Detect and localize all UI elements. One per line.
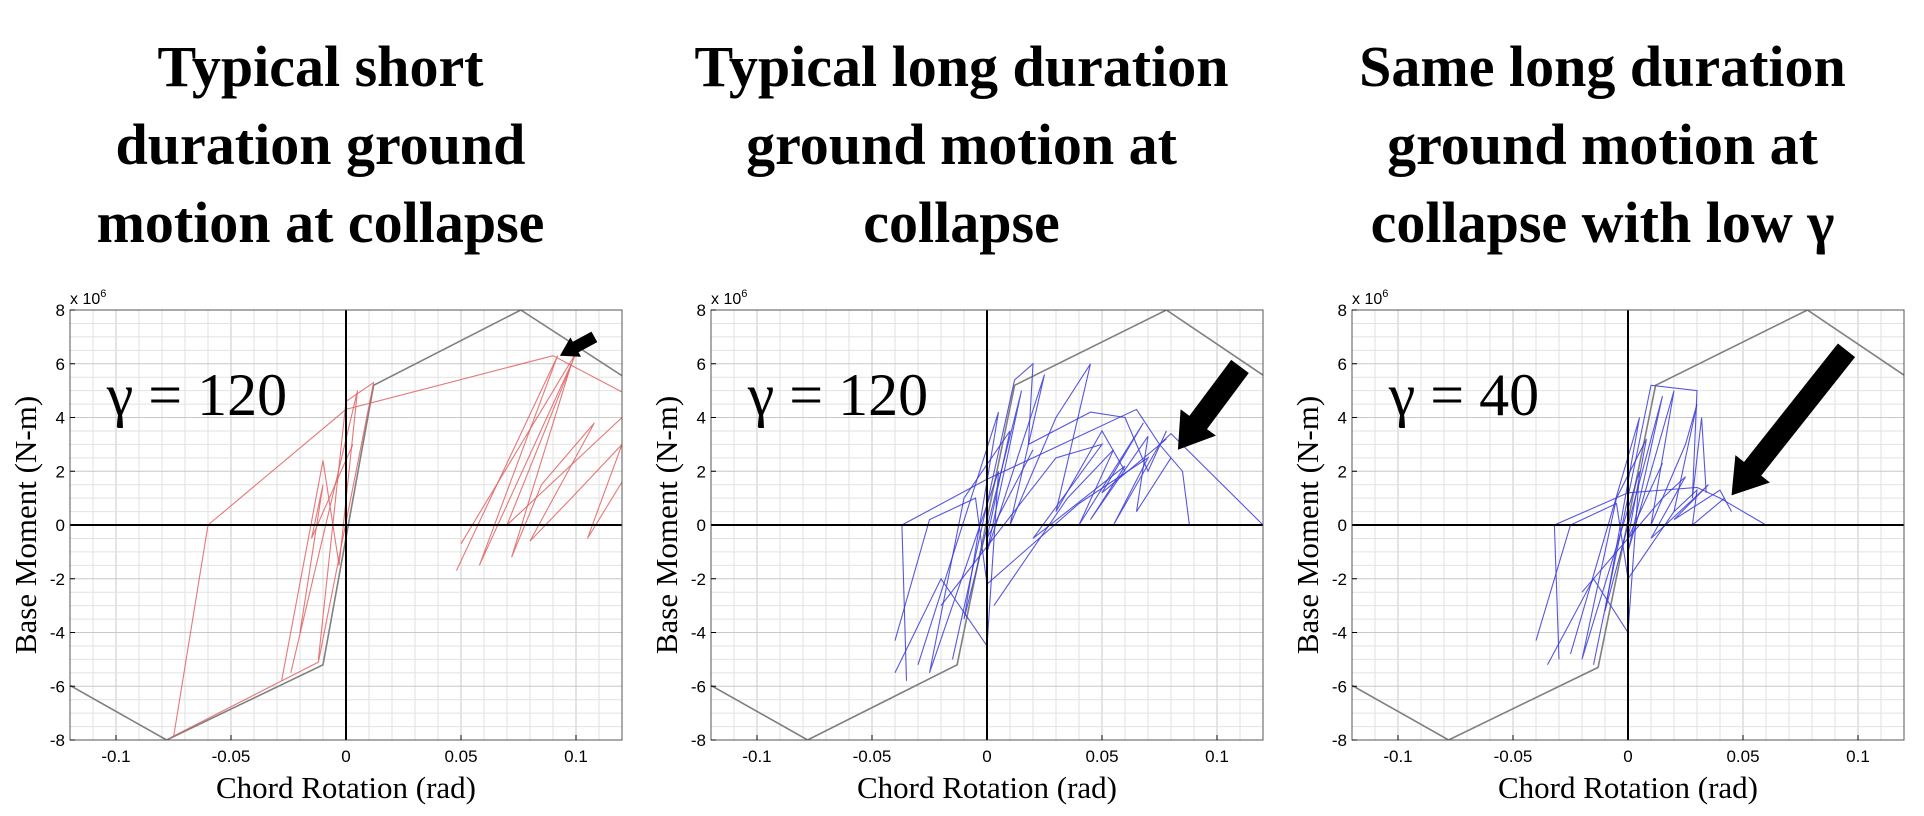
panel-short-duration: Typical short duration ground motion at … [0,0,641,816]
gamma-annotation: γ = 40 [1388,362,1539,428]
y-tick-label: 6 [56,355,65,374]
panel-title: Same long duration ground motion at coll… [1282,28,1923,262]
arrow-annotation [1731,343,1856,496]
title-line: Typical short [157,34,484,99]
title-line: collapse with low γ [1370,190,1835,255]
arrow-annotation [1177,359,1249,450]
hysteresis-loop [460,352,622,545]
hysteresis-loop [1592,384,1707,665]
x-tick-label: -0.1 [101,747,130,766]
x-tick-label: 0 [982,747,991,766]
title-line: motion at collapse [96,190,545,255]
hysteresis-loop [299,444,354,633]
y-exponent-label: x 106 [1352,288,1388,308]
hysteresis-loop [1581,476,1732,593]
title-line: ground motion at [1387,112,1818,177]
tick-labels: -0.1 -0.05 0 0.05 0.1 -8 -6 -4 -2 0 2 4 6 8 [691,301,1229,766]
hysteresis-loop [917,363,1126,665]
y-tick-label: 0 [697,516,706,535]
x-tick-label: 0.1 [564,747,588,766]
y-tick-label: -2 [50,570,65,589]
y-axis-label: Base Moment (N-m) [649,396,684,654]
x-tick-label: -0.05 [853,747,892,766]
y-tick-label: 2 [56,462,65,481]
tick-labels: -0.1 -0.05 0 0.05 0.1 -8 -6 -4 -2 0 2 4 6 8 [50,301,588,766]
y-exponent-label: x 106 [70,288,106,308]
hysteresis-loop [1553,486,1767,660]
x-tick-label: -0.1 [742,747,771,766]
arrow-annotation [559,331,598,357]
y-tick-label: 0 [1338,516,1347,535]
y-tick-label: -4 [1332,624,1347,643]
hysteresis-loop [1547,438,1663,666]
hysteresis-loop [1535,488,1725,641]
x-axis-label: Chord Rotation (rad) [216,770,476,805]
y-tick-label: 4 [56,409,65,428]
x-axis-label: Chord Rotation (rad) [1498,770,1758,805]
panel-title: Typical short duration ground motion at … [0,28,641,262]
title-line: collapse [863,190,1060,255]
y-tick-label: -4 [50,624,65,643]
series-group [1352,310,1904,740]
hysteresis-plot: -0.1 -0.05 0 0.05 0.1 -8 -6 -4 -2 0 2 4 6 8 x 106 Chord… [8,288,623,805]
y-tick-label: 6 [697,355,706,374]
y-tick-label: 0 [56,516,65,535]
x-axis-label: Chord Rotation (rad) [857,770,1117,805]
hysteresis-plot: -0.1 -0.05 0 0.05 0.1 -8 -6 -4 -2 0 2 4 6 8 x 106 Chord… [649,288,1264,805]
panel-long-duration-low-gamma: Same long duration ground motion at coll… [1282,0,1923,816]
y-tick-label: -8 [691,731,706,750]
x-tick-label: 0 [1623,747,1632,766]
y-tick-label: -8 [50,731,65,750]
y-tick-label: 6 [1338,355,1347,374]
backbone-line [1352,310,1904,740]
y-tick-label: -2 [691,570,706,589]
x-tick-label: 0.05 [1726,747,1759,766]
hysteresis-loop [170,381,375,738]
y-tick-label: -8 [1332,731,1347,750]
y-exponent-label: x 106 [711,288,747,308]
x-tick-label: 0 [341,747,350,766]
panel-title: Typical long duration ground motion at c… [641,28,1282,262]
panel-long-duration: Typical long duration ground motion at c… [641,0,1282,816]
y-axis-label: Base Moment (N-m) [1290,396,1325,654]
x-tick-label: 0.05 [1085,747,1118,766]
gamma-annotation: γ = 120 [747,362,928,428]
y-tick-label: 2 [1338,462,1347,481]
hysteresis-loop [894,430,1034,674]
title-line: duration ground [115,112,526,177]
tick-labels: -0.1 -0.05 0 0.05 0.1 -8 -6 -4 -2 0 2 4 6 8 [1332,301,1870,766]
title-line: ground motion at [746,112,1177,177]
x-tick-label: -0.05 [1494,747,1533,766]
y-tick-label: -2 [1332,570,1347,589]
title-line: Same long duration [1359,34,1846,99]
y-exponent-power: 6 [741,288,747,300]
y-tick-label: 8 [1338,301,1347,320]
y-tick-label: 4 [1338,409,1347,428]
y-tick-label: -6 [1332,677,1347,696]
x-tick-label: -0.05 [212,747,251,766]
y-tick-label: -4 [691,624,706,643]
hysteresis-loop [940,435,1172,606]
y-tick-label: 8 [697,301,706,320]
x-tick-label: -0.1 [1383,747,1412,766]
hysteresis-loop [1569,390,1698,655]
hysteresis-plot: -0.1 -0.05 0 0.05 0.1 -8 -6 -4 -2 0 2 4 6 8 x 106 Chord… [1290,288,1905,805]
y-tick-label: -6 [691,677,706,696]
y-tick-label: 8 [56,301,65,320]
x-tick-label: 0.05 [444,747,477,766]
title-line: Typical long duration [694,34,1229,99]
y-tick-label: 4 [697,409,706,428]
y-axis-label: Base Moment (N-m) [8,396,43,654]
y-tick-label: 2 [697,462,706,481]
x-tick-label: 0.1 [1846,747,1870,766]
y-exponent-power: 6 [1382,288,1388,300]
gamma-annotation: γ = 120 [106,362,287,428]
y-exponent-power: 6 [100,288,106,300]
x-tick-label: 0.1 [1205,747,1229,766]
y-tick-label: -6 [50,677,65,696]
hysteresis-loop [455,355,622,571]
